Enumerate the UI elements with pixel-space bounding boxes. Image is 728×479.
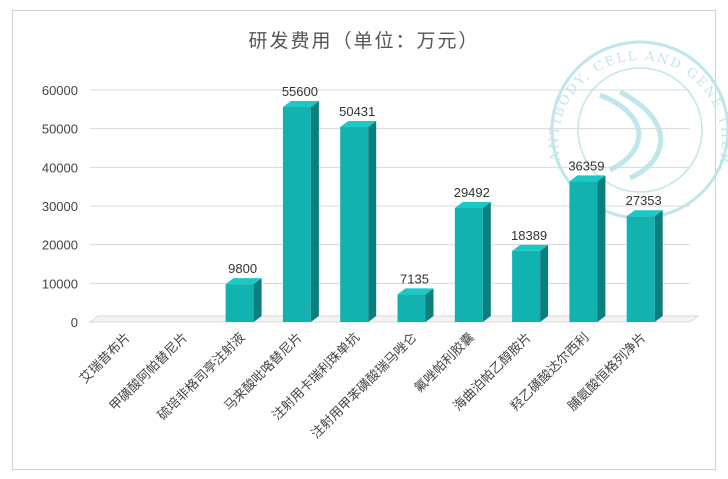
bar-top	[512, 244, 549, 251]
bar	[397, 294, 426, 322]
bar	[569, 181, 598, 322]
chart-frame	[12, 10, 716, 470]
bar	[340, 127, 369, 323]
x-tick-label: 艾瑞昔布片	[77, 330, 134, 387]
y-tick-label: 40000	[42, 160, 78, 175]
y-tick-label: 0	[71, 315, 78, 330]
bar-top	[340, 121, 377, 128]
watermark-dna-icon	[599, 89, 664, 181]
data-label: 9800	[228, 261, 257, 276]
data-label: 36359	[568, 158, 604, 173]
watermark-inner-ring	[577, 67, 703, 193]
bar	[454, 207, 483, 322]
bar	[225, 284, 254, 322]
y-tick-label: 10000	[42, 276, 78, 291]
bar-side	[540, 244, 549, 322]
chart-floor	[88, 315, 700, 323]
data-label: 55600	[282, 84, 318, 99]
bar-side	[310, 101, 319, 322]
data-label: 7135	[400, 271, 429, 286]
y-tick-label: 60000	[42, 83, 78, 98]
data-label: 27353	[626, 193, 662, 208]
bar	[626, 216, 655, 322]
bar-top	[282, 101, 319, 108]
bar	[512, 250, 541, 322]
bar-side	[597, 175, 606, 322]
bar	[282, 107, 311, 322]
data-label: 50431	[339, 104, 375, 119]
bar-side	[368, 121, 377, 323]
bar-top	[397, 288, 434, 295]
bar-side	[654, 210, 663, 322]
y-tick-label: 20000	[42, 238, 78, 253]
bar-top	[569, 175, 606, 182]
bar-top	[454, 201, 491, 208]
bar-side	[482, 201, 491, 322]
bar-top	[626, 210, 663, 217]
bar-side	[425, 288, 434, 322]
y-tick-label: 50000	[42, 122, 78, 137]
data-label: 29492	[454, 185, 490, 200]
x-tick-label: 注射用甲苯磺酸瑞马唑仑	[308, 330, 420, 442]
chart-title: 研发费用（单位：万元）	[248, 30, 480, 52]
data-label: 18389	[511, 228, 547, 243]
bar-top	[225, 278, 262, 285]
bar-side	[253, 278, 262, 322]
y-tick-label: 30000	[42, 199, 78, 214]
